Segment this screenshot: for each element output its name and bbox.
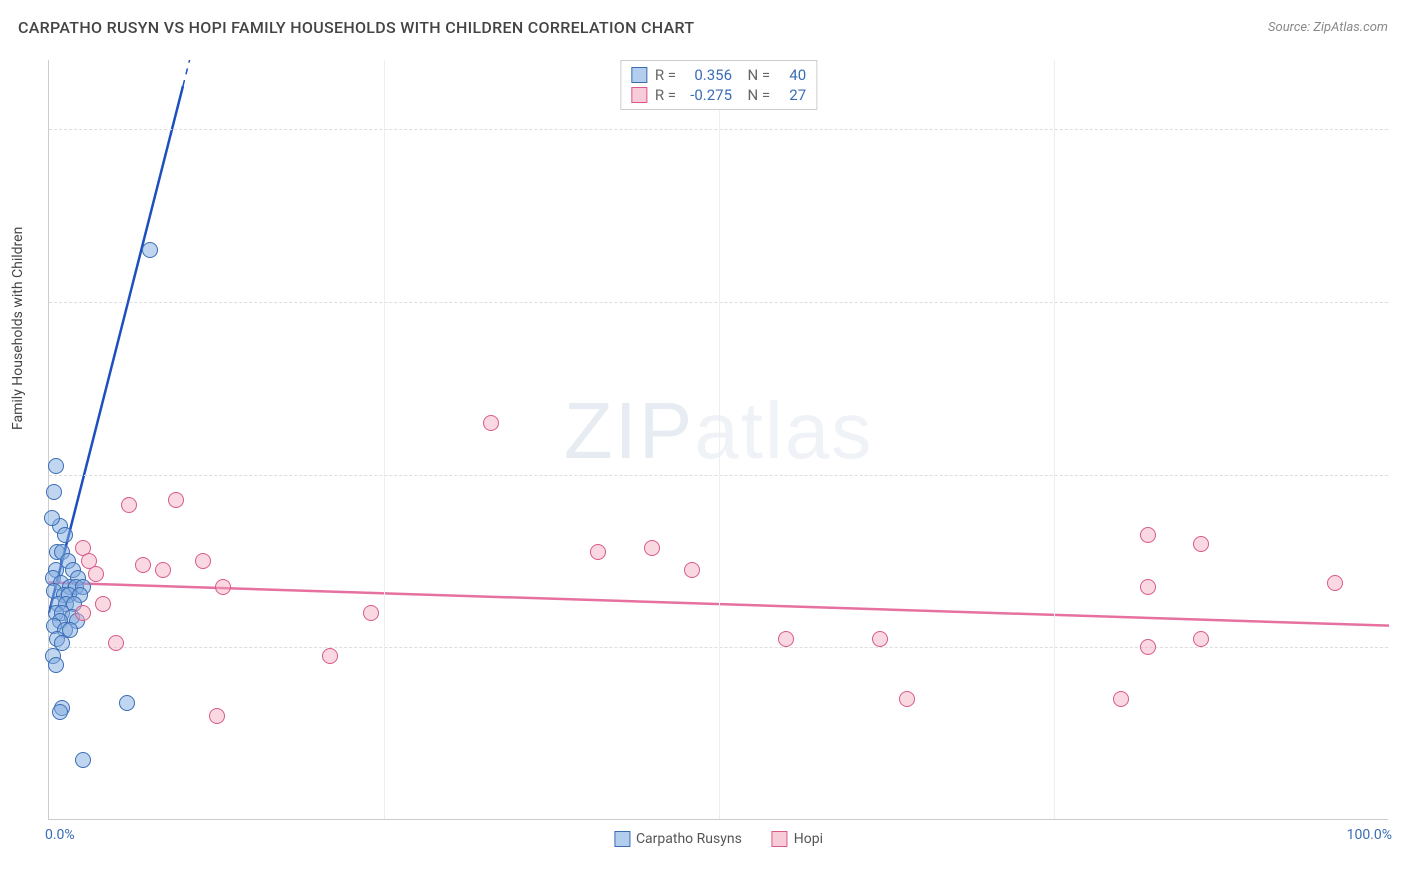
- data-point: [135, 557, 151, 573]
- data-point: [75, 752, 91, 768]
- data-point: [119, 695, 135, 711]
- data-point: [1113, 691, 1129, 707]
- legend-label-pink: Hopi: [794, 831, 823, 847]
- data-point: [590, 544, 606, 560]
- r-label: R =: [655, 66, 676, 84]
- data-point: [1327, 575, 1343, 591]
- ytick-label: 40.0%: [1394, 467, 1406, 483]
- data-point: [215, 579, 231, 595]
- ytick-label: 20.0%: [1394, 639, 1406, 655]
- data-point: [195, 553, 211, 569]
- data-point: [1140, 639, 1156, 655]
- swatch-blue-icon: [631, 67, 647, 83]
- stats-row-blue: R = 0.356 N = 40: [631, 65, 806, 85]
- stats-legend: R = 0.356 N = 40 R = -0.275 N = 27: [620, 60, 817, 110]
- data-point: [88, 566, 104, 582]
- watermark-bold: ZIP: [564, 385, 694, 474]
- bottom-legend: Carpatho Rusyns Hopi: [614, 831, 823, 847]
- data-point: [684, 562, 700, 578]
- gridline-v: [719, 60, 720, 819]
- r-label: R =: [655, 86, 676, 104]
- data-point: [1193, 536, 1209, 552]
- data-point: [95, 596, 111, 612]
- swatch-pink-icon: [631, 87, 647, 103]
- data-point: [899, 691, 915, 707]
- gridline-v: [1054, 60, 1055, 819]
- gridline-v: [384, 60, 385, 819]
- data-point: [778, 631, 794, 647]
- data-point: [142, 242, 158, 258]
- data-point: [121, 497, 137, 513]
- n-label: N =: [740, 86, 770, 104]
- y-axis-label: Family Households with Children: [10, 227, 26, 430]
- data-point: [168, 492, 184, 508]
- source-attribution: Source: ZipAtlas.com: [1268, 20, 1388, 35]
- data-point: [44, 510, 60, 526]
- data-point: [1140, 527, 1156, 543]
- ytick-label: 60.0%: [1394, 294, 1406, 310]
- r-value-blue: 0.356: [684, 66, 732, 84]
- r-value-pink: -0.275: [684, 86, 732, 104]
- legend-item-blue: Carpatho Rusyns: [614, 831, 742, 847]
- data-point: [46, 484, 62, 500]
- data-point: [1193, 631, 1209, 647]
- xtick-min: 0.0%: [45, 827, 75, 843]
- plot-region: ZIPatlas R = 0.356 N = 40 R = -0.275 N =…: [48, 60, 1388, 820]
- legend-swatch-pink-icon: [772, 831, 788, 847]
- legend-item-pink: Hopi: [772, 831, 823, 847]
- legend-label-blue: Carpatho Rusyns: [636, 831, 742, 847]
- chart-title: CARPATHO RUSYN VS HOPI FAMILY HOUSEHOLDS…: [18, 18, 694, 37]
- data-point: [363, 605, 379, 621]
- data-point: [48, 657, 64, 673]
- data-point: [52, 704, 68, 720]
- data-point: [483, 415, 499, 431]
- data-point: [48, 458, 64, 474]
- data-point: [1140, 579, 1156, 595]
- data-point: [57, 527, 73, 543]
- chart-area: ZIPatlas R = 0.356 N = 40 R = -0.275 N =…: [48, 60, 1388, 820]
- n-label: N =: [740, 66, 770, 84]
- data-point: [75, 605, 91, 621]
- data-point: [322, 648, 338, 664]
- xtick-max: 100.0%: [1347, 827, 1392, 843]
- legend-swatch-blue-icon: [614, 831, 630, 847]
- stats-row-pink: R = -0.275 N = 27: [631, 85, 806, 105]
- n-value-pink: 27: [778, 86, 806, 104]
- n-value-blue: 40: [778, 66, 806, 84]
- watermark-thin: atlas: [694, 385, 873, 474]
- data-point: [155, 562, 171, 578]
- data-point: [108, 635, 124, 651]
- data-point: [209, 708, 225, 724]
- data-point: [872, 631, 888, 647]
- data-point: [644, 540, 660, 556]
- ytick-label: 80.0%: [1394, 121, 1406, 137]
